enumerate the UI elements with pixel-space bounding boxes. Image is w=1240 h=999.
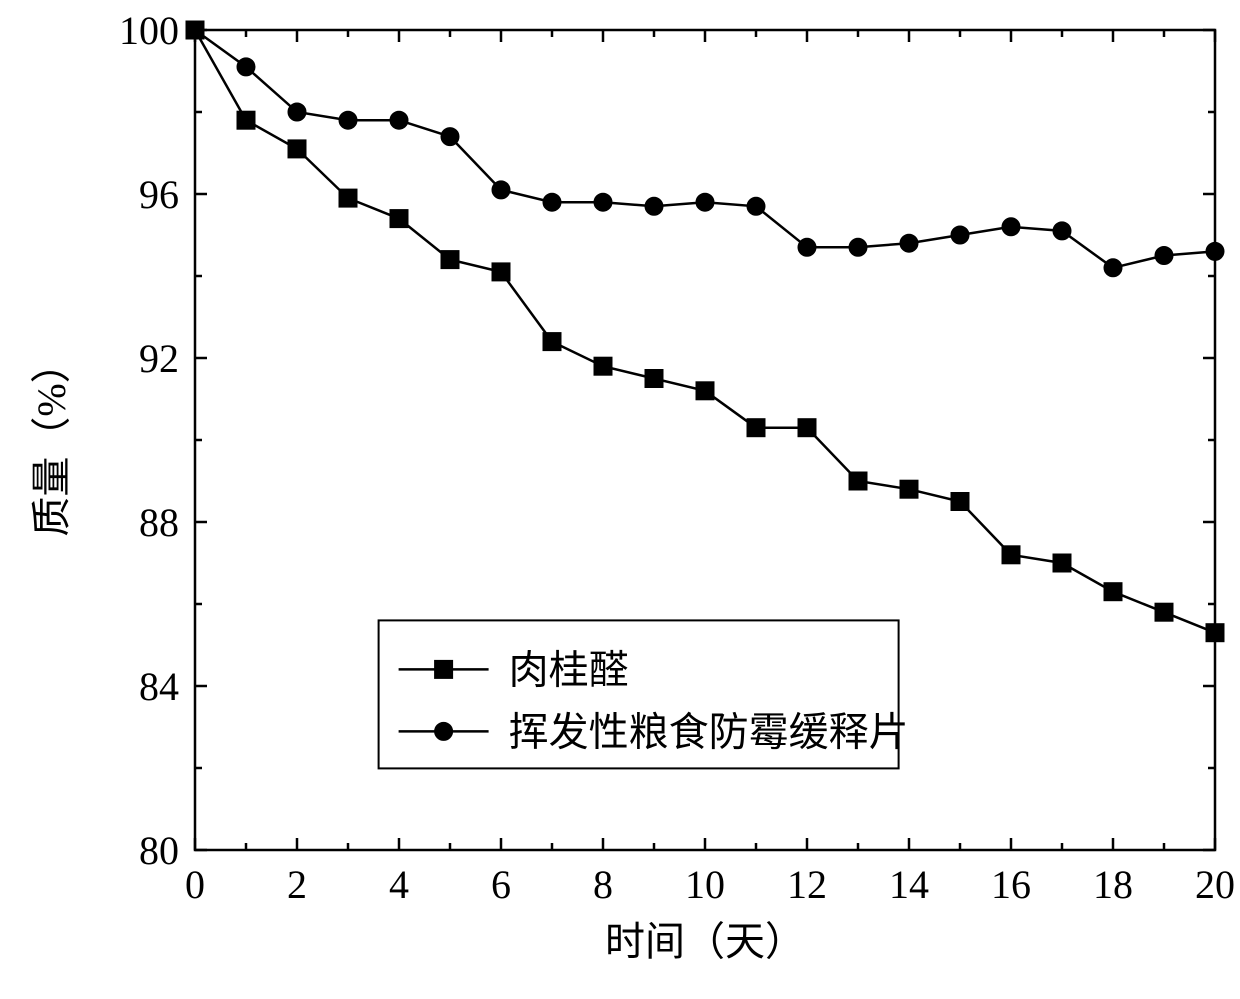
series-marker — [1155, 603, 1173, 621]
series-marker — [900, 480, 918, 498]
legend-label: 肉桂醛 — [509, 647, 629, 692]
series-marker — [1002, 546, 1020, 564]
y-tick-label: 88 — [139, 500, 179, 545]
series-marker — [951, 226, 969, 244]
series-marker — [1053, 554, 1071, 572]
legend: 肉桂醛挥发性粮食防霉缓释片 — [379, 620, 909, 768]
series-marker — [441, 128, 459, 146]
x-tick-label: 0 — [185, 862, 205, 907]
series-marker — [696, 382, 714, 400]
series-marker — [237, 111, 255, 129]
series-marker — [1155, 247, 1173, 265]
series-marker — [186, 21, 204, 39]
y-tick-label: 92 — [139, 336, 179, 381]
x-axis-label: 时间（天） — [605, 919, 805, 964]
x-tick-label: 18 — [1093, 862, 1133, 907]
x-tick-label: 16 — [991, 862, 1031, 907]
x-tick-label: 14 — [889, 862, 929, 907]
series-marker — [951, 493, 969, 511]
x-tick-label: 8 — [593, 862, 613, 907]
series-marker — [747, 419, 765, 437]
series-marker — [1104, 583, 1122, 601]
series-marker — [1002, 218, 1020, 236]
series-marker — [696, 193, 714, 211]
legend-marker — [435, 660, 453, 678]
x-tick-label: 2 — [287, 862, 307, 907]
y-tick-label: 100 — [119, 8, 179, 53]
series-marker — [798, 419, 816, 437]
x-tick-label: 4 — [389, 862, 409, 907]
series-marker — [288, 140, 306, 158]
series-marker — [543, 333, 561, 351]
line-chart: 0 2 4 6 8 10 12 14 16 18 20 80 84 88 92 96 100 时间（天） 质量（%）… — [0, 0, 1240, 999]
x-tick-label: 20 — [1195, 862, 1235, 907]
series-marker — [594, 193, 612, 211]
x-tick-label: 12 — [787, 862, 827, 907]
y-tick-label: 80 — [139, 828, 179, 873]
series-marker — [441, 251, 459, 269]
legend-label: 挥发性粮食防霉缓释片 — [509, 709, 909, 754]
series-marker — [492, 181, 510, 199]
x-tick-label: 10 — [685, 862, 725, 907]
series-marker — [645, 370, 663, 388]
series-marker — [849, 238, 867, 256]
series-marker — [1104, 259, 1122, 277]
y-tick-label: 96 — [139, 172, 179, 217]
legend-marker — [435, 722, 453, 740]
series-marker — [645, 197, 663, 215]
series-marker — [1053, 222, 1071, 240]
y-tick-label: 84 — [139, 664, 179, 709]
series-marker — [747, 197, 765, 215]
series-marker — [339, 189, 357, 207]
series-marker — [1206, 242, 1224, 260]
series-marker — [798, 238, 816, 256]
series-marker — [339, 111, 357, 129]
series-marker — [1206, 624, 1224, 642]
series-marker — [390, 111, 408, 129]
series-marker — [492, 263, 510, 281]
chart-container: 0 2 4 6 8 10 12 14 16 18 20 80 84 88 92 96 100 时间（天） 质量（%）… — [0, 0, 1240, 999]
series-marker — [849, 472, 867, 490]
series-marker — [594, 357, 612, 375]
series-marker — [543, 193, 561, 211]
y-axis-label: 质量（%） — [29, 343, 74, 536]
x-tick-label: 6 — [491, 862, 511, 907]
series-marker — [900, 234, 918, 252]
series-marker — [390, 210, 408, 228]
series-marker — [288, 103, 306, 121]
series-marker — [237, 58, 255, 76]
